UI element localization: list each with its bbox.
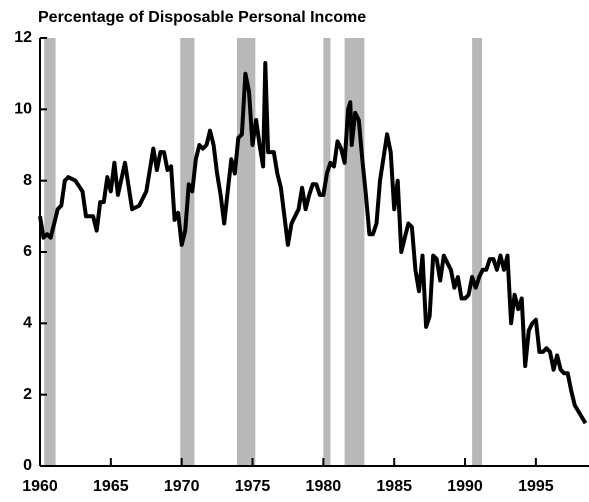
chart-title: Percentage of Disposable Personal Income: [38, 9, 366, 26]
recession-band: [323, 38, 331, 466]
x-tick-label: 1970: [164, 478, 200, 495]
x-tick-label: 1980: [306, 478, 342, 495]
recession-band: [44, 38, 56, 466]
y-tick-label: 10: [14, 101, 32, 118]
recession-band: [472, 38, 483, 466]
line-series: [38, 61, 588, 425]
x-tick-label: 1960: [22, 478, 58, 495]
recession-band: [180, 38, 195, 466]
x-tick-label: 1965: [93, 478, 129, 495]
x-tick-label: 1995: [518, 478, 554, 495]
y-tick-label: 6: [23, 243, 32, 260]
y-tick-label: 8: [23, 172, 32, 189]
y-tick-label: 2: [23, 386, 32, 403]
y-tick-label: 0: [23, 457, 32, 474]
recession-band: [236, 38, 256, 466]
x-tick-label: 1975: [235, 478, 271, 495]
x-tick-label: 1985: [376, 478, 412, 495]
y-tick-label: 4: [23, 315, 32, 332]
recession-band: [344, 38, 365, 466]
y-tick-label: 12: [14, 29, 32, 46]
x-tick-label: 1990: [447, 478, 483, 495]
